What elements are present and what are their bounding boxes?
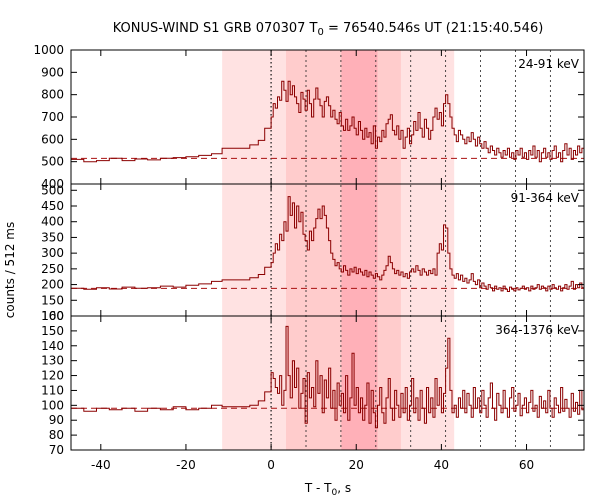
y-tick-label: 120 bbox=[41, 369, 64, 383]
y-tick-label: 500 bbox=[41, 155, 64, 169]
shaded-intervals bbox=[222, 50, 455, 450]
y-tick-label: 500 bbox=[41, 183, 64, 197]
count-rate-curve bbox=[71, 325, 584, 429]
x-tick-label: -20 bbox=[176, 458, 196, 472]
y-tick-label: 700 bbox=[41, 110, 64, 124]
energy-band-label: 91-364 keV bbox=[511, 191, 580, 205]
time-markers bbox=[270, 50, 551, 450]
y-tick-label: 100 bbox=[41, 309, 64, 323]
y-tick-label: 400 bbox=[41, 177, 64, 191]
chart-title: KONUS-WIND S1 GRB 070307 T0 = 76540.546s… bbox=[113, 21, 544, 38]
x-tick-label: 60 bbox=[519, 458, 534, 472]
y-tick-label: 350 bbox=[41, 230, 64, 244]
y-tick-label: 200 bbox=[41, 278, 64, 292]
y-tick-label: 450 bbox=[41, 199, 64, 213]
energy-band-label: 364-1376 keV bbox=[495, 323, 579, 337]
y-tick-label: 130 bbox=[41, 354, 64, 368]
y-tick-label: 1000 bbox=[33, 43, 64, 57]
y-tick-label: 250 bbox=[41, 262, 64, 276]
x-tick-label: -40 bbox=[91, 458, 111, 472]
y-tick-label: 300 bbox=[41, 246, 64, 260]
x-tick-label: 0 bbox=[267, 458, 275, 472]
y-tick-label: 900 bbox=[41, 65, 64, 79]
x-tick-label: 40 bbox=[434, 458, 449, 472]
count-rate-curve bbox=[71, 80, 584, 163]
y-tick-label: 90 bbox=[49, 413, 64, 427]
y-tick-label: 400 bbox=[41, 215, 64, 229]
y-tick-label: 140 bbox=[41, 339, 64, 353]
count-rate-curve bbox=[71, 196, 584, 292]
y-tick-label: 70 bbox=[49, 443, 64, 457]
y-tick-label: 100 bbox=[41, 398, 64, 412]
y-tick-label: 80 bbox=[49, 428, 64, 442]
y-tick-label: 600 bbox=[41, 132, 64, 146]
x-tick-label: 20 bbox=[349, 458, 364, 472]
x-axis: -40 -20 0 20 40 60 bbox=[91, 458, 534, 472]
panel-frame bbox=[70, 315, 585, 451]
energy-band-label: 24-91 keV bbox=[518, 57, 580, 71]
y-tick-label: 150 bbox=[41, 324, 64, 338]
x-axis-label: T - T0, s bbox=[304, 481, 351, 498]
y-tick-label: 800 bbox=[41, 88, 64, 102]
y-axis-label: counts / 512 ms bbox=[3, 222, 17, 318]
y-tick-label: 150 bbox=[41, 293, 64, 307]
y-tick-label: 110 bbox=[41, 383, 64, 397]
y-tick-label: 160 bbox=[41, 309, 64, 323]
